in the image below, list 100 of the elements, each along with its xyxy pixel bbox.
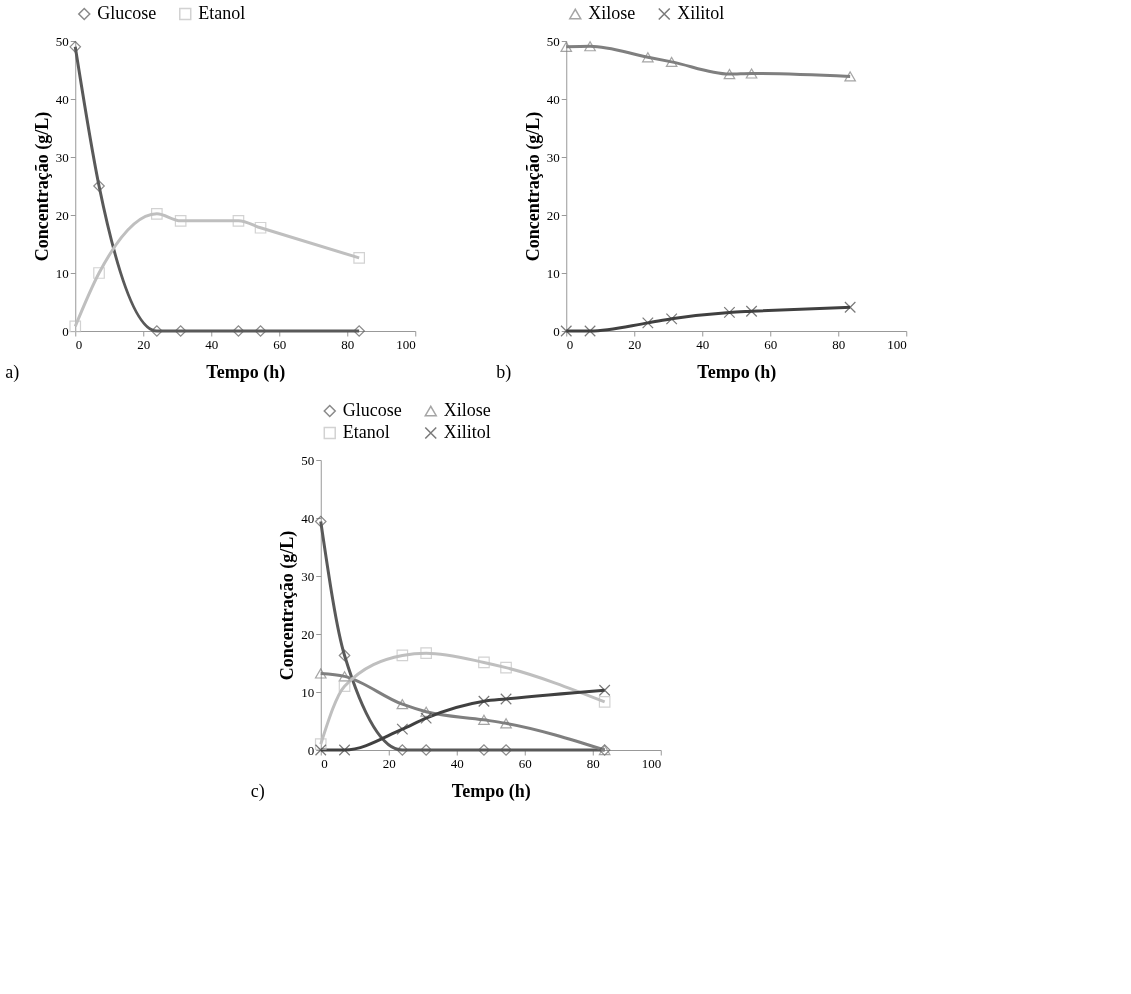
x-tick-label: 100 <box>641 755 662 771</box>
x-tick-label: 0 <box>75 336 83 352</box>
x-tick-label: 100 <box>396 336 416 352</box>
y-tick-label: 10 <box>546 265 560 281</box>
point <box>642 52 654 63</box>
x-axis-title: Tempo (h) <box>451 780 531 802</box>
point <box>396 699 409 710</box>
point <box>151 325 163 337</box>
legend-label: Xilose <box>443 400 491 420</box>
y-tick-label: 0 <box>307 742 315 758</box>
point <box>560 41 573 52</box>
point <box>478 656 490 669</box>
point <box>844 71 856 82</box>
y-tick-label: 40 <box>55 91 69 107</box>
point <box>745 305 758 318</box>
x-tick-label: 60 <box>518 755 532 771</box>
point <box>584 41 596 52</box>
legend-label: Xilitol <box>677 3 725 23</box>
y-tick-label: 30 <box>546 149 560 165</box>
x-tick-label: 80 <box>586 755 600 771</box>
point <box>584 325 596 337</box>
point <box>745 68 758 79</box>
point <box>723 306 736 319</box>
point <box>232 214 245 227</box>
point <box>338 680 351 693</box>
point <box>69 320 82 333</box>
x-tick-label: 80 <box>341 336 355 352</box>
point <box>396 649 409 662</box>
y-tick-label: 50 <box>55 33 69 49</box>
point <box>500 693 512 705</box>
point <box>314 744 327 756</box>
point <box>560 325 573 337</box>
point <box>314 668 327 679</box>
point <box>598 696 611 708</box>
point <box>420 744 432 756</box>
x-axis-title: Tempo (h) <box>697 361 777 383</box>
x-tick-label: 0 <box>566 336 574 352</box>
point <box>232 325 245 337</box>
point <box>478 714 490 725</box>
point <box>665 312 678 325</box>
y-axis-title: Concentração (g/L) <box>522 111 544 262</box>
point <box>338 671 351 682</box>
y-tick-label: 0 <box>62 323 69 339</box>
y-tick-label: 30 <box>301 568 315 584</box>
point <box>314 515 327 528</box>
point <box>93 267 105 279</box>
point <box>396 723 409 735</box>
point <box>665 56 678 68</box>
point <box>844 301 856 314</box>
x-tick-label: 20 <box>137 336 151 352</box>
y-tick-label: 20 <box>55 207 69 223</box>
point <box>254 325 267 337</box>
x-tick-label: 40 <box>696 336 710 352</box>
point <box>151 208 163 220</box>
y-tick-label: 50 <box>546 33 560 49</box>
point <box>500 661 512 674</box>
x-tick-label: 100 <box>887 336 907 352</box>
point <box>174 325 187 337</box>
x-tick-label: 40 <box>450 755 464 771</box>
point <box>420 712 432 724</box>
y-tick-label: 50 <box>301 452 315 468</box>
legend-label: Glucose <box>342 400 402 420</box>
text: c) <box>250 781 265 802</box>
y-tick-label: 0 <box>553 323 560 339</box>
x-tick-label: 60 <box>273 336 287 352</box>
y-axis-title: Concentração (g/L) <box>277 530 299 681</box>
point <box>478 744 490 756</box>
x-tick-label: 60 <box>764 336 778 352</box>
y-tick-label: 40 <box>301 510 315 526</box>
y-tick-label: 10 <box>301 684 315 700</box>
text: a) <box>5 362 20 383</box>
x-tick-label: 20 <box>628 336 642 352</box>
point <box>338 744 351 756</box>
legend-label: Glucose <box>97 3 157 23</box>
point <box>93 180 105 192</box>
legend-label: Etanol <box>198 3 246 23</box>
point <box>478 695 490 708</box>
legend-label: Xilitol <box>443 422 491 442</box>
y-tick-label: 30 <box>55 149 69 165</box>
y-axis-title: Concentração (g/L) <box>31 111 53 262</box>
point <box>174 214 187 227</box>
point <box>420 647 432 659</box>
x-tick-label: 20 <box>382 755 396 771</box>
point <box>254 221 267 234</box>
point <box>420 706 432 717</box>
x-tick-label: 40 <box>205 336 219 352</box>
point <box>500 718 512 729</box>
y-tick-label: 10 <box>55 265 69 281</box>
x-axis-title: Tempo (h) <box>206 361 286 383</box>
point <box>314 738 327 751</box>
point <box>598 684 611 697</box>
x-tick-label: 80 <box>832 336 846 352</box>
point <box>642 317 654 329</box>
text: b) <box>496 362 512 383</box>
point <box>723 68 736 80</box>
point <box>500 744 512 756</box>
legend-label: Etanol <box>342 422 390 442</box>
point <box>353 325 365 337</box>
y-tick-label: 40 <box>546 91 560 107</box>
x-tick-label: 0 <box>321 755 328 771</box>
